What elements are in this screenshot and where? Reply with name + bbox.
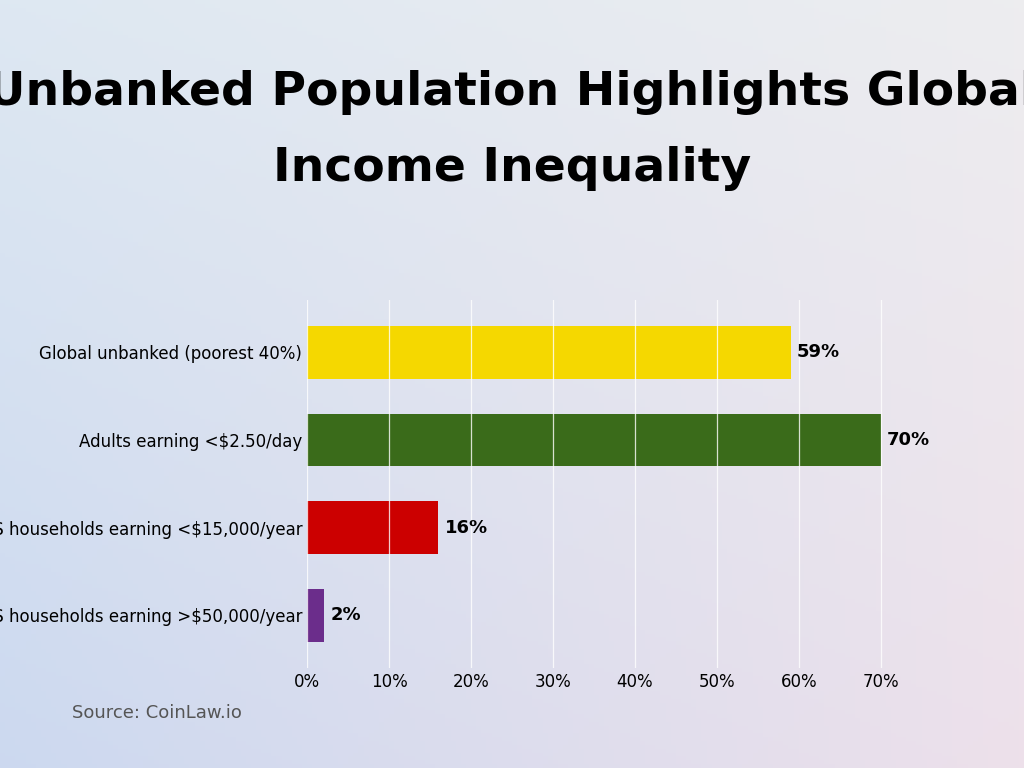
Text: 2%: 2%: [330, 607, 360, 624]
Bar: [307, 326, 791, 379]
Text: 70%: 70%: [887, 431, 931, 449]
Text: 16%: 16%: [444, 518, 488, 537]
Text: Unbanked Population Highlights Global: Unbanked Population Highlights Global: [0, 70, 1024, 114]
Bar: [307, 589, 324, 642]
Text: Source: CoinLaw.io: Source: CoinLaw.io: [72, 704, 242, 722]
Bar: [307, 414, 881, 466]
Text: 59%: 59%: [797, 343, 841, 361]
Text: Income Inequality: Income Inequality: [273, 147, 751, 191]
Bar: [307, 502, 438, 554]
